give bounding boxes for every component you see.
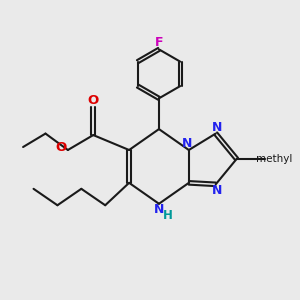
Text: N: N (182, 137, 193, 150)
Text: N: N (154, 202, 165, 216)
Text: N: N (212, 184, 222, 197)
Text: methyl: methyl (256, 154, 293, 164)
Text: N: N (212, 121, 222, 134)
Text: H: H (162, 208, 172, 222)
Text: O: O (88, 94, 99, 106)
Text: F: F (155, 36, 163, 49)
Text: O: O (56, 141, 67, 154)
